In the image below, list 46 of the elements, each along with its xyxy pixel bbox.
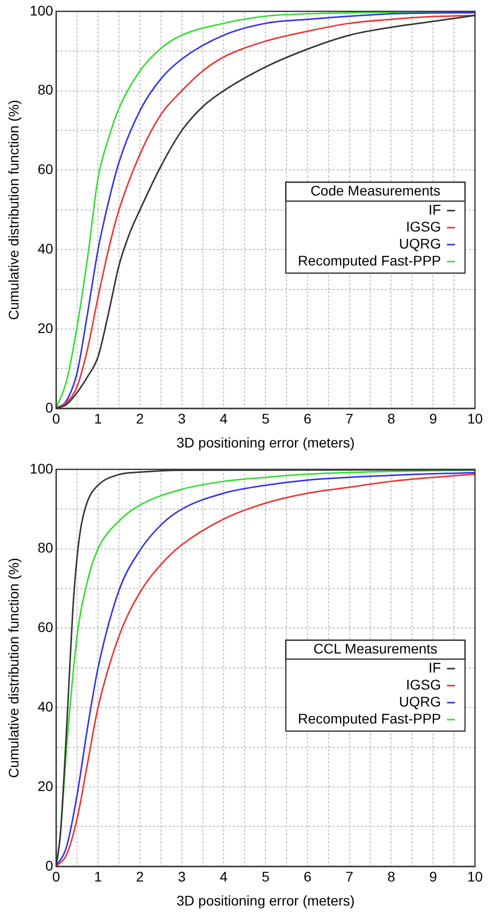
x-tick-label: 4: [220, 410, 228, 427]
x-tick-label: 10: [467, 868, 483, 885]
x-tick-label: 4: [220, 868, 228, 885]
y-tick-label: 100: [30, 2, 54, 18]
legend-title: CCL Measurements: [313, 640, 438, 656]
y-tick-label: 0: [45, 857, 54, 874]
y-tick-label: 20: [38, 320, 54, 336]
y-tick-label: 100: [30, 460, 54, 476]
y-axis-title: Cumulative distribution function (%): [5, 558, 22, 778]
y-tick-label: 80: [38, 82, 54, 98]
x-tick-label: 8: [387, 410, 396, 427]
x-tick-label: 3: [178, 410, 186, 427]
x-axis-title: 3D positioning error (meters): [176, 434, 355, 450]
y-tick-label: 60: [38, 619, 54, 636]
x-tick-label: 7: [345, 410, 354, 427]
legend-label: IF: [428, 201, 441, 218]
x-tick-label: 3: [178, 868, 186, 885]
x-tick-label: 2: [136, 868, 144, 885]
y-tick-label: 40: [38, 698, 54, 714]
x-axis-title: 3D positioning error (meters): [176, 892, 355, 908]
y-tick-label: 40: [38, 240, 54, 256]
y-axis-title: Cumulative distribution function (%): [5, 100, 22, 320]
x-tick-label: 10: [467, 410, 483, 427]
y-tick-label: 60: [38, 161, 54, 178]
legend-label: IGSG: [406, 676, 441, 692]
x-tick-label: 5: [262, 410, 270, 427]
legend-label: IGSG: [406, 218, 441, 234]
y-tick-label: 0: [45, 399, 54, 416]
legend-title: Code Measurements: [310, 182, 440, 198]
legend-label: UQRG: [399, 235, 441, 252]
x-tick-label: 1: [94, 410, 102, 427]
legend-label: Recomputed Fast-PPP: [298, 710, 441, 726]
x-tick-label: 6: [304, 868, 312, 885]
x-tick-label: 7: [345, 868, 354, 885]
legend-label: IF: [428, 659, 441, 676]
legend-label: Recomputed Fast-PPP: [298, 252, 441, 268]
x-tick-label: 8: [387, 868, 396, 885]
x-tick-label: 5: [262, 868, 270, 885]
x-tick-label: 9: [429, 868, 438, 885]
x-tick-label: 6: [304, 410, 312, 427]
x-tick-label: 9: [429, 410, 438, 427]
legend-label: UQRG: [399, 693, 441, 710]
x-tick-label: 1: [94, 868, 102, 885]
x-tick-label: 2: [136, 410, 144, 427]
y-tick-label: 80: [38, 540, 54, 556]
y-tick-label: 20: [38, 778, 54, 794]
